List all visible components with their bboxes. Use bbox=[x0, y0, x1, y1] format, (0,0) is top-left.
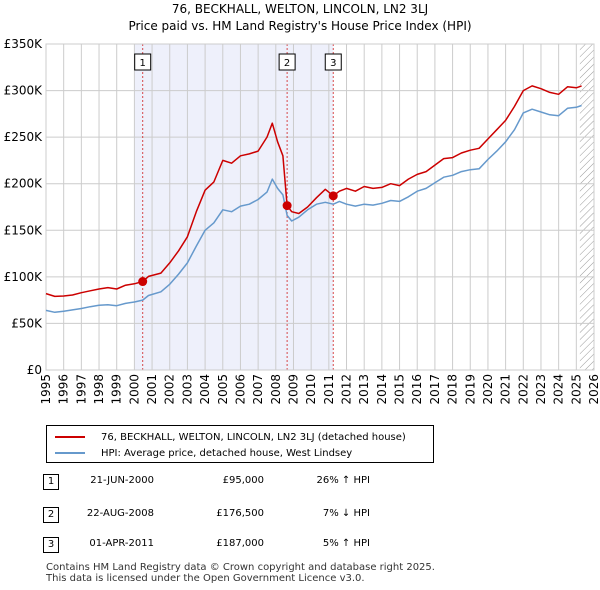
transaction-row: 2 22-AUG-2008 £176,500 7% ↓ HPI bbox=[0, 505, 600, 527]
transaction-date: 21-JUN-2000 bbox=[90, 475, 154, 486]
transaction-marker-label: 2 bbox=[43, 507, 59, 523]
y-tick-label: £250K bbox=[4, 130, 44, 144]
ownership-band bbox=[287, 44, 334, 370]
transaction-box bbox=[278, 53, 296, 71]
y-tick-label: £300K bbox=[4, 84, 44, 98]
transaction-hpi-diff: 26% ↑ HPI bbox=[316, 475, 370, 486]
x-tick-label: 2017 bbox=[428, 374, 442, 405]
legend-label-hpi: HPI: Average price, detached house, West… bbox=[101, 447, 353, 459]
x-tick-label: 1995 bbox=[39, 374, 53, 405]
x-tick-label: 2006 bbox=[233, 374, 247, 405]
x-tick-label: 2013 bbox=[357, 374, 371, 405]
transaction-hpi-diff: 7% ↓ HPI bbox=[322, 508, 370, 519]
x-tick-label: 2020 bbox=[481, 374, 495, 405]
transaction-box-label: 3 bbox=[330, 58, 336, 69]
x-tick-label: 2009 bbox=[286, 374, 300, 405]
x-tick-label: 2021 bbox=[499, 374, 513, 405]
transaction-date: 22-AUG-2008 bbox=[86, 508, 154, 519]
footer-license: This data is licensed under the Open Gov… bbox=[46, 573, 365, 584]
x-tick-label: 2004 bbox=[198, 374, 212, 405]
transaction-point bbox=[138, 277, 148, 287]
x-tick-label: 2022 bbox=[516, 374, 530, 405]
transaction-point bbox=[328, 191, 338, 201]
x-tick-label: 2015 bbox=[393, 374, 407, 405]
legend-label-property: 76, BECKHALL, WELTON, LINCOLN, LN2 3LJ (… bbox=[101, 431, 406, 443]
x-tick-label: 2024 bbox=[552, 374, 566, 405]
legend-item-property: 76, BECKHALL, WELTON, LINCOLN, LN2 3LJ (… bbox=[55, 430, 406, 444]
x-tick-label: 2005 bbox=[216, 374, 230, 405]
plot-frame bbox=[45, 43, 595, 371]
x-tick-label: 2019 bbox=[463, 374, 477, 405]
x-tick-label: 1998 bbox=[92, 374, 106, 405]
y-tick-label: £100K bbox=[4, 270, 44, 284]
legend-swatch-property bbox=[55, 436, 85, 438]
y-tick-label: £150K bbox=[4, 223, 44, 237]
x-tick-label: 2016 bbox=[410, 374, 424, 405]
x-tick-label: 2018 bbox=[446, 374, 460, 405]
x-tick-label: 2001 bbox=[145, 374, 159, 405]
transaction-point bbox=[282, 201, 292, 211]
x-tick-label: 1996 bbox=[57, 374, 71, 405]
x-tick-label: 2008 bbox=[269, 374, 283, 405]
legend-item-hpi: HPI: Average price, detached house, West… bbox=[55, 446, 352, 460]
transaction-marker-label: 3 bbox=[43, 537, 59, 553]
x-tick-label: 2011 bbox=[322, 374, 336, 405]
y-tick-label: £50K bbox=[11, 316, 43, 330]
transaction-price: £95,000 bbox=[222, 475, 264, 486]
series-line bbox=[45, 104, 582, 314]
chart-subtitle: Price paid vs. HM Land Registry's House … bbox=[128, 19, 472, 33]
x-tick-label: 2003 bbox=[180, 374, 194, 405]
x-tick-label: 2012 bbox=[340, 374, 354, 405]
y-tick-label: £200K bbox=[4, 177, 44, 191]
transaction-box bbox=[134, 53, 152, 71]
y-tick-label: £0 bbox=[27, 363, 42, 377]
x-tick-label: 2000 bbox=[127, 374, 141, 405]
transaction-row: 1 21-JUN-2000 £95,000 26% ↑ HPI bbox=[0, 472, 600, 494]
footer: Contains HM Land Registry data © Crown c… bbox=[46, 562, 435, 584]
transaction-date: 01-APR-2011 bbox=[89, 538, 154, 549]
price-chart: 1 2 3 £0 £50K £100K £150K £200K £250K £300K £350K 1… bbox=[4, 37, 600, 405]
transaction-price: £187,000 bbox=[216, 538, 264, 549]
transaction-price: £176,500 bbox=[216, 508, 264, 519]
x-tick-label: 1999 bbox=[110, 374, 124, 405]
transaction-marker-label: 1 bbox=[43, 474, 59, 490]
ownership-band bbox=[134, 44, 143, 370]
x-tick-label: 2002 bbox=[163, 374, 177, 405]
forecast-hatch bbox=[579, 44, 594, 370]
x-tick-label: 2014 bbox=[375, 374, 389, 405]
x-tick-label: 1997 bbox=[74, 374, 88, 405]
x-tick-label: 2026 bbox=[587, 374, 600, 405]
x-tick-label: 2023 bbox=[534, 374, 548, 405]
transaction-row: 3 01-APR-2011 £187,000 5% ↑ HPI bbox=[0, 535, 600, 557]
x-tick-label: 2010 bbox=[304, 374, 318, 405]
ownership-band bbox=[142, 44, 288, 370]
x-tick-label: 2025 bbox=[569, 374, 583, 405]
footer-copyright: Contains HM Land Registry data © Crown c… bbox=[46, 562, 435, 573]
transaction-box bbox=[324, 53, 342, 71]
legend: 76, BECKHALL, WELTON, LINCOLN, LN2 3LJ (… bbox=[46, 425, 434, 463]
chart-title: 76, BECKHALL, WELTON, LINCOLN, LN2 3LJ bbox=[171, 2, 429, 16]
transaction-box-label: 1 bbox=[140, 58, 146, 69]
x-tick-label: 2007 bbox=[251, 374, 265, 405]
transaction-box-label: 2 bbox=[284, 58, 290, 69]
transaction-hpi-diff: 5% ↑ HPI bbox=[322, 538, 370, 549]
y-tick-label: £350K bbox=[4, 37, 44, 51]
legend-swatch-hpi bbox=[55, 452, 85, 454]
